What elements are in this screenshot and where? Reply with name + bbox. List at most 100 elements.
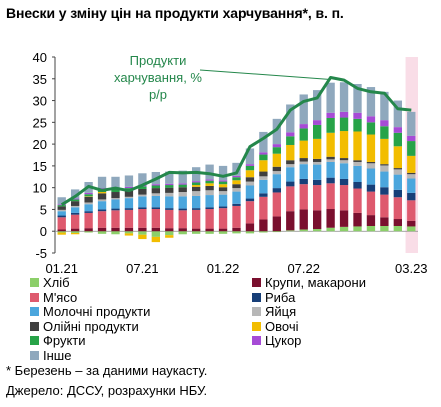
bar-segment — [286, 160, 295, 165]
line-annotation: Продукти харчування, % р/р — [114, 53, 331, 102]
bar-segment — [178, 170, 187, 184]
bar-segment — [353, 182, 362, 189]
legend-swatch — [252, 278, 261, 287]
bar-segment — [178, 192, 187, 197]
bar-segment — [393, 174, 403, 190]
bar-segment — [339, 117, 349, 132]
bar-segment — [286, 181, 295, 187]
bar-segment — [339, 158, 349, 161]
bar-segment — [70, 231, 80, 233]
bar-segment — [245, 223, 255, 232]
bar-segment — [84, 204, 93, 212]
bar-segment — [259, 152, 268, 155]
legend-swatch — [252, 307, 261, 316]
bar-segment — [245, 201, 255, 224]
annotation-text: Продукти — [130, 53, 187, 68]
bar-segment — [259, 131, 268, 153]
legend-label: М'ясо — [43, 289, 78, 305]
bar-segment — [138, 196, 147, 208]
legend-item: Інше — [30, 348, 71, 363]
bar-segment — [165, 228, 174, 232]
bar-segment — [70, 205, 80, 208]
bar-segment — [151, 184, 161, 186]
bar-segment — [138, 234, 147, 240]
bar-segment — [393, 146, 403, 169]
bar-segment — [393, 189, 403, 198]
bar-segment — [366, 168, 376, 185]
bar-segment — [97, 176, 107, 189]
bar-segment — [232, 162, 241, 176]
bar-segment — [312, 120, 322, 125]
bar-segment — [393, 169, 403, 175]
bar-segment — [339, 210, 349, 227]
bar-segment — [124, 208, 134, 210]
bar-segment — [97, 201, 107, 210]
bar-segment — [339, 226, 349, 232]
bar-segment — [124, 231, 134, 234]
bar-segment — [191, 167, 201, 182]
bar-segment — [272, 144, 282, 148]
bar-segment — [57, 215, 66, 218]
bar-segment — [380, 217, 389, 226]
legend-swatch — [30, 336, 39, 345]
legend-swatch — [252, 321, 261, 331]
bar-segment — [165, 187, 174, 193]
bar-segment — [407, 178, 416, 193]
bar-segment — [272, 118, 282, 145]
bar-segment — [205, 195, 214, 208]
bar-segment — [57, 232, 66, 235]
bar-segment — [138, 209, 147, 228]
bar-segment — [245, 170, 255, 178]
bar-segment — [286, 186, 295, 212]
bar-segment — [111, 231, 120, 235]
bar-segment — [366, 134, 376, 162]
bar-segment — [111, 227, 120, 232]
bar-segment — [218, 208, 228, 229]
bar-segment — [312, 161, 322, 165]
y-tick-label: 30 — [33, 94, 47, 109]
bar-segment — [312, 158, 322, 162]
bar-segment — [218, 231, 228, 234]
bar-segment — [393, 127, 403, 133]
bar-segment — [84, 231, 93, 233]
bar-segment — [191, 228, 201, 232]
bar-segment — [407, 135, 416, 142]
bar-segment — [57, 211, 66, 216]
bar-segment — [407, 111, 416, 136]
bar-segment — [165, 209, 174, 229]
bar-segment — [245, 181, 255, 186]
bar-segment — [218, 206, 228, 209]
bar-segment — [312, 210, 322, 230]
bar-segment — [218, 187, 228, 192]
y-tick-label: 15 — [33, 159, 47, 174]
bar-segment — [407, 174, 416, 179]
bar-segment — [84, 196, 93, 203]
bar-segment — [232, 227, 241, 232]
bar-segment — [191, 191, 201, 196]
bar-segment — [272, 153, 282, 167]
bar-segment — [70, 201, 80, 206]
bar-segment — [111, 198, 120, 200]
bar-segment — [312, 179, 322, 186]
bar-segment — [339, 160, 349, 164]
annotation-leader — [199, 69, 331, 80]
bar-segment — [165, 171, 174, 184]
bar-segment — [232, 184, 241, 189]
x-tick-label: 07.21 — [126, 261, 159, 275]
legend-label: Фрукти — [43, 333, 86, 348]
bar-segment — [366, 87, 376, 117]
bar-segment — [312, 164, 322, 180]
bar-segment — [97, 211, 107, 228]
bar-segment — [353, 131, 362, 161]
bar-segment — [299, 140, 308, 159]
bar-segment — [57, 209, 66, 212]
bar-segment — [165, 196, 174, 209]
bar-segment — [259, 154, 268, 161]
bar-segment — [366, 116, 376, 123]
legend-label: Яйця — [265, 304, 297, 319]
legend-item: М'ясо — [30, 290, 77, 305]
y-tick-label: 5 — [40, 202, 47, 217]
bar-segment — [70, 207, 80, 213]
bar-segment — [407, 200, 416, 221]
legend-swatch — [252, 336, 261, 345]
